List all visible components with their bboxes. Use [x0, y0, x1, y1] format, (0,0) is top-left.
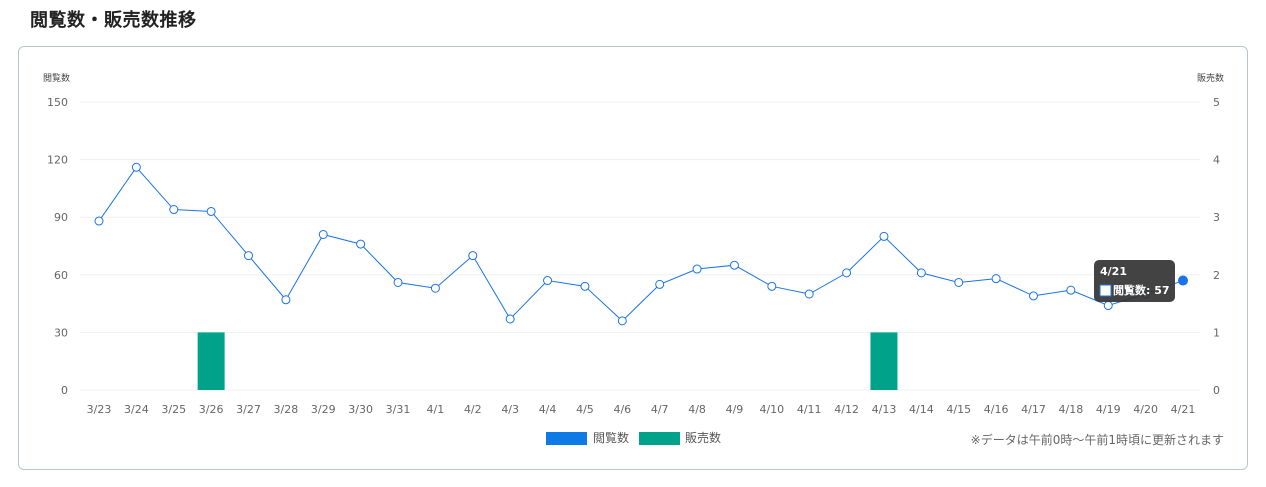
left-axis-ticks: 0 30 60 90 120 150: [47, 96, 68, 397]
x-tick-label: 3/28: [274, 403, 299, 416]
x-tick-label: 4/19: [1096, 403, 1121, 416]
views-point: [1103, 301, 1113, 311]
right-axis-title: 販売数: [1197, 72, 1224, 84]
views-point: [131, 162, 141, 172]
right-tick-label: 2: [1213, 269, 1220, 282]
views-point: [804, 289, 814, 299]
x-tick-label: 4/20: [1133, 403, 1158, 416]
sales-bar: [197, 332, 225, 390]
right-tick-label: 5: [1213, 96, 1220, 109]
x-tick-label: 4/3: [501, 403, 519, 416]
right-tick-label: 1: [1213, 326, 1220, 339]
left-tick-label: 120: [47, 154, 68, 167]
views-point: [879, 231, 889, 241]
views-point: [916, 268, 926, 278]
views-point: [393, 277, 403, 287]
update-note: ※データは午前0時～午前1時頃に更新されます: [970, 433, 1224, 447]
x-tick-label: 4/4: [539, 403, 557, 416]
x-tick-label: 3/27: [236, 403, 261, 416]
x-tick-label: 4/5: [576, 403, 594, 416]
sales-bars: [197, 332, 898, 390]
right-tick-label: 3: [1213, 211, 1220, 224]
x-tick-label: 4/18: [1059, 403, 1084, 416]
views-point: [356, 239, 366, 249]
views-point: [244, 251, 254, 261]
left-tick-label: 60: [54, 269, 68, 282]
legend-label-sales: 販売数: [685, 430, 721, 445]
x-tick-label: 4/12: [834, 403, 859, 416]
views-point: [281, 295, 291, 305]
views-point: [617, 316, 627, 326]
right-axis-ticks: 0 1 2 3 4 5: [1213, 96, 1220, 397]
views-point: [991, 274, 1001, 284]
tooltip: 4/21 閲覧数: 57: [1094, 260, 1175, 302]
x-tick-label: 4/1: [427, 403, 445, 416]
right-tick-label: 0: [1213, 384, 1220, 397]
views-point: [169, 205, 179, 215]
x-tick-label: 3/25: [161, 403, 186, 416]
views-point: [1066, 285, 1076, 295]
views-point: [580, 281, 590, 291]
x-tick-label: 4/16: [984, 403, 1009, 416]
views-point: [430, 283, 440, 293]
views-point: [468, 251, 478, 261]
left-tick-label: 30: [54, 326, 68, 339]
views-point: [655, 279, 665, 289]
views-point: [729, 260, 739, 270]
right-tick-label: 4: [1213, 154, 1220, 167]
legend-swatch-views: [546, 432, 587, 445]
x-tick-label: 3/23: [87, 403, 112, 416]
x-tick-label: 3/29: [311, 403, 336, 416]
x-tick-label: 4/6: [613, 403, 631, 416]
views-point: [842, 268, 852, 278]
x-tick-label: 4/7: [651, 403, 669, 416]
left-axis-title: 閲覧数: [43, 72, 70, 84]
views-point: [94, 216, 104, 226]
views-point: [543, 276, 553, 286]
chart-card: [18, 46, 1248, 470]
x-tick-label: 4/15: [946, 403, 971, 416]
sales-bar: [870, 332, 898, 390]
x-tick-label: 4/9: [726, 403, 744, 416]
x-tick-label: 3/31: [386, 403, 411, 416]
x-tick-label: 3/26: [199, 403, 224, 416]
x-tick-label: 4/17: [1021, 403, 1046, 416]
x-tick-label: 4/21: [1171, 403, 1196, 416]
views-point: [318, 229, 328, 239]
views-point: [767, 281, 777, 291]
tooltip-value: 閲覧数: 57: [1113, 283, 1170, 297]
x-tick-label: 3/30: [348, 403, 373, 416]
left-tick-label: 90: [54, 211, 68, 224]
views-point: [954, 277, 964, 287]
grid-lines: [80, 101, 1200, 391]
views-line-path: [98, 166, 1184, 322]
x-tick-label: 4/11: [797, 403, 822, 416]
left-tick-label: 0: [61, 384, 68, 397]
x-tick-label: 4/13: [872, 403, 897, 416]
x-tick-label: 3/24: [124, 403, 149, 416]
page-title: 閲覧数・販売数推移: [30, 10, 197, 31]
tooltip-title: 4/21: [1100, 265, 1127, 278]
x-tick-label: 4/2: [464, 403, 482, 416]
tooltip-box: [1094, 260, 1175, 302]
views-line: [98, 166, 1184, 322]
x-tick-label: 4/8: [688, 403, 706, 416]
views-point: [692, 264, 702, 274]
views-points: [94, 162, 1188, 326]
views-point-active: [1178, 275, 1188, 286]
left-tick-label: 150: [47, 96, 68, 109]
views-point: [505, 314, 515, 324]
x-tick-label: 4/10: [759, 403, 784, 416]
legend-swatch-sales: [639, 432, 680, 445]
x-tick-label: 4/14: [909, 403, 934, 416]
tooltip-swatch: [1099, 284, 1112, 297]
views-point: [1028, 291, 1038, 301]
x-axis-ticks: 3/23 3/24 3/25 3/26 3/27 3/28 3/29 3/30 3/31 4/1 4…: [87, 403, 1196, 416]
legend-label-views: 閲覧数: [593, 430, 629, 445]
views-point: [206, 206, 216, 216]
legend: 閲覧数 販売数: [546, 430, 721, 445]
